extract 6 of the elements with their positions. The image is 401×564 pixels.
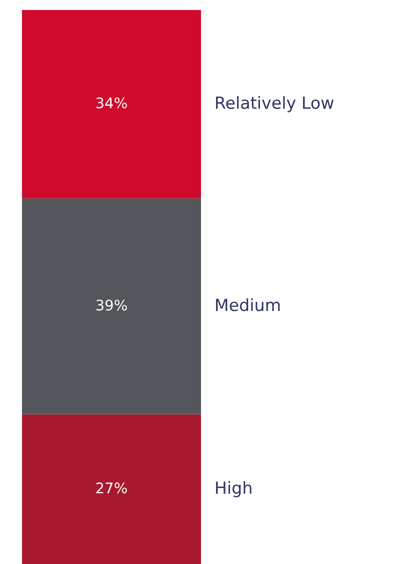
data-label: 34% xyxy=(96,97,127,108)
series-label: Medium xyxy=(216,298,280,312)
series-label: High xyxy=(216,481,252,498)
data-label: 39% xyxy=(96,300,127,311)
data-label: 27% xyxy=(96,482,127,494)
series-label: Relatively Low xyxy=(216,96,334,112)
